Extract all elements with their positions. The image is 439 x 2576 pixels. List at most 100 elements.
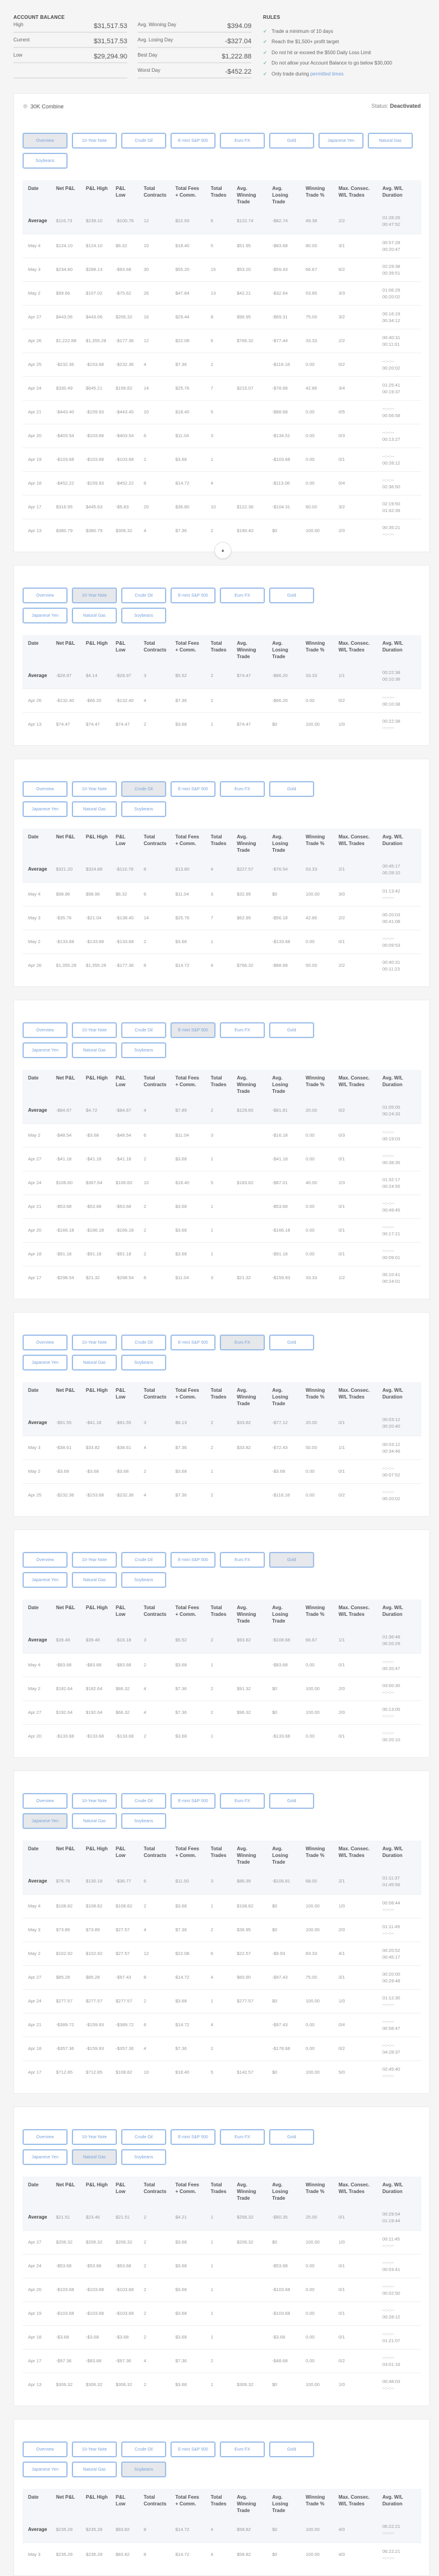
tab-overview[interactable]: Overview: [23, 1552, 68, 1568]
tab-overview[interactable]: Overview: [23, 1335, 68, 1350]
tab-crude-oil[interactable]: Crude Oil: [121, 1793, 166, 1809]
tab-10-year-note[interactable]: 10-Year Note: [72, 1335, 117, 1350]
tab-japanese-yen[interactable]: Japanese Yen: [318, 133, 363, 149]
tab-overview[interactable]: Overview: [23, 2441, 68, 2457]
tab-soybeans[interactable]: Soybeans: [121, 1042, 166, 1058]
tab-overview[interactable]: Overview: [23, 781, 68, 797]
table-cell: 4: [205, 2012, 231, 2037]
tab-crude-oil[interactable]: Crude Oil: [121, 1022, 166, 1038]
tab-gold[interactable]: Gold: [269, 1552, 314, 1568]
tab-gold[interactable]: Gold: [269, 781, 314, 797]
tab-gold[interactable]: Gold: [269, 1793, 314, 1809]
tab-euro-fx[interactable]: Euro FX: [220, 1022, 265, 1038]
tab-japanese-yen[interactable]: Japanese Yen: [23, 2149, 68, 2165]
tab-japanese-yen[interactable]: Japanese Yen: [23, 1813, 68, 1829]
tab-crude-oil[interactable]: Crude Oil: [121, 2441, 166, 2457]
column-header: Net P&L: [51, 2489, 80, 2517]
tab-soybeans[interactable]: Soybeans: [121, 1355, 166, 1370]
table-cell: Average: [23, 1869, 51, 1894]
table-header-row: Date Net P&L P&L High P&L Low Total Contract…: [23, 1070, 421, 1098]
tab-japanese-yen[interactable]: Japanese Yen: [23, 608, 68, 623]
tab-e-mini-s-p-500[interactable]: E-mini S&P 500: [170, 781, 216, 797]
tab-euro-fx[interactable]: Euro FX: [220, 2441, 265, 2457]
tab-natural-gas[interactable]: Natural Gas: [72, 608, 117, 623]
tab-japanese-yen[interactable]: Japanese Yen: [23, 2462, 68, 2477]
tab-gold[interactable]: Gold: [269, 1022, 314, 1038]
tab-overview[interactable]: Overview: [23, 588, 68, 603]
tab-gold[interactable]: Gold: [269, 2129, 314, 2145]
tab-crude-oil[interactable]: Crude Oil: [121, 2129, 166, 2145]
tab-natural-gas[interactable]: Natural Gas: [72, 1572, 117, 1588]
tab-e-mini-s-p-500[interactable]: E-mini S&P 500: [170, 588, 216, 603]
tab-10-year-note[interactable]: 10-Year Note: [72, 1022, 117, 1038]
tab-10-year-note[interactable]: 10-Year Note: [72, 781, 117, 797]
tab-natural-gas[interactable]: Natural Gas: [368, 133, 413, 149]
tab-crude-oil[interactable]: Crude Oil: [121, 133, 166, 149]
tab-euro-fx[interactable]: Euro FX: [220, 133, 265, 149]
table-cell: $98.96: [51, 882, 80, 906]
scroll-to-top-button[interactable]: ▲: [214, 542, 231, 559]
tab-soybeans[interactable]: Soybeans: [121, 608, 166, 623]
tab-overview[interactable]: Overview: [23, 2129, 68, 2145]
tab-crude-oil[interactable]: Crude Oil: [121, 1552, 166, 1568]
duration-cell: 00:40:31 00:11:01: [377, 328, 421, 353]
tab-overview[interactable]: Overview: [23, 1793, 68, 1809]
tab-e-mini-s-p-500[interactable]: E-mini S&P 500: [170, 1335, 216, 1350]
tab-crude-oil[interactable]: Crude Oil: [121, 1335, 166, 1350]
tab-japanese-yen[interactable]: Japanese Yen: [23, 1042, 68, 1058]
tab-euro-fx[interactable]: Euro FX: [220, 1552, 265, 1568]
table-cell: 2/2: [333, 905, 377, 930]
tab-10-year-note[interactable]: 10-Year Note: [72, 2129, 117, 2145]
table-cell: $3.68: [170, 1241, 205, 1266]
column-header: Avg. W/L Duration: [377, 1599, 421, 1627]
tab-overview[interactable]: Overview: [23, 1022, 68, 1038]
tab-gold[interactable]: Gold: [269, 1335, 314, 1350]
tab-e-mini-s-p-500[interactable]: E-mini S&P 500: [170, 1793, 216, 1809]
tab-soybeans[interactable]: Soybeans: [121, 2149, 166, 2165]
tab-natural-gas[interactable]: Natural Gas: [72, 1042, 117, 1058]
tab-e-mini-s-p-500[interactable]: E-mini S&P 500: [170, 133, 216, 149]
tab-10-year-note[interactable]: 10-Year Note: [72, 133, 117, 149]
tab-natural-gas[interactable]: Natural Gas: [72, 2149, 117, 2165]
tab-euro-fx[interactable]: Euro FX: [220, 781, 265, 797]
tab-euro-fx[interactable]: Euro FX: [220, 1335, 265, 1350]
tab-soybeans[interactable]: Soybeans: [121, 2462, 166, 2477]
tab-natural-gas[interactable]: Natural Gas: [72, 1355, 117, 1370]
tab-e-mini-s-p-500[interactable]: E-mini S&P 500: [170, 2129, 216, 2145]
tab-soybeans[interactable]: Soybeans: [23, 153, 68, 169]
tab-soybeans[interactable]: Soybeans: [121, 1813, 166, 1829]
tab-10-year-note[interactable]: 10-Year Note: [72, 1552, 117, 1568]
tab-euro-fx[interactable]: Euro FX: [220, 588, 265, 603]
tab-crude-oil[interactable]: Crude Oil: [121, 588, 166, 603]
tab-natural-gas[interactable]: Natural Gas: [72, 2462, 117, 2477]
table-cell: 1/1: [333, 1435, 377, 1459]
tab-soybeans[interactable]: Soybeans: [121, 801, 166, 817]
table-cell: 1: [205, 1218, 231, 1242]
tab-gold[interactable]: Gold: [269, 2441, 314, 2457]
permitted-times-link[interactable]: permitted times: [310, 71, 344, 77]
tab-gold[interactable]: Gold: [269, 133, 314, 149]
table-cell: 1: [205, 712, 231, 736]
tab-japanese-yen[interactable]: Japanese Yen: [23, 1572, 68, 1588]
tab-euro-fx[interactable]: Euro FX: [220, 1793, 265, 1809]
tab-japanese-yen[interactable]: Japanese Yen: [23, 1355, 68, 1370]
tab-natural-gas[interactable]: Natural Gas: [72, 1813, 117, 1829]
tab-10-year-note[interactable]: 10-Year Note: [72, 1793, 117, 1809]
duration-cell: 02:45:40 --:--:--: [377, 2060, 421, 2084]
tab-euro-fx[interactable]: Euro FX: [220, 2129, 265, 2145]
tab-10-year-note[interactable]: 10-Year Note: [72, 2441, 117, 2457]
table-cell: $106.60: [51, 1170, 80, 1195]
tab-overview[interactable]: Overview: [23, 133, 68, 149]
tab-soybeans[interactable]: Soybeans: [121, 1572, 166, 1588]
tab-crude-oil[interactable]: Crude Oil: [121, 781, 166, 797]
tab-gold[interactable]: Gold: [269, 588, 314, 603]
tab-natural-gas[interactable]: Natural Gas: [72, 801, 117, 817]
tab-japanese-yen[interactable]: Japanese Yen: [23, 801, 68, 817]
tab-e-mini-s-p-500[interactable]: E-mini S&P 500: [170, 1022, 216, 1038]
table-row: Apr 18 -$3.68 -$3.68 -$3.68 2 $3.68 1 -$3.68 0.0…: [23, 2325, 421, 2349]
tab-e-mini-s-p-500[interactable]: E-mini S&P 500: [170, 2441, 216, 2457]
tab-10-year-note[interactable]: 10-Year Note: [72, 588, 117, 603]
table-cell: 0.00: [300, 2325, 333, 2349]
tab-e-mini-s-p-500[interactable]: E-mini S&P 500: [170, 1552, 216, 1568]
table-cell: Apr 25: [23, 352, 51, 376]
